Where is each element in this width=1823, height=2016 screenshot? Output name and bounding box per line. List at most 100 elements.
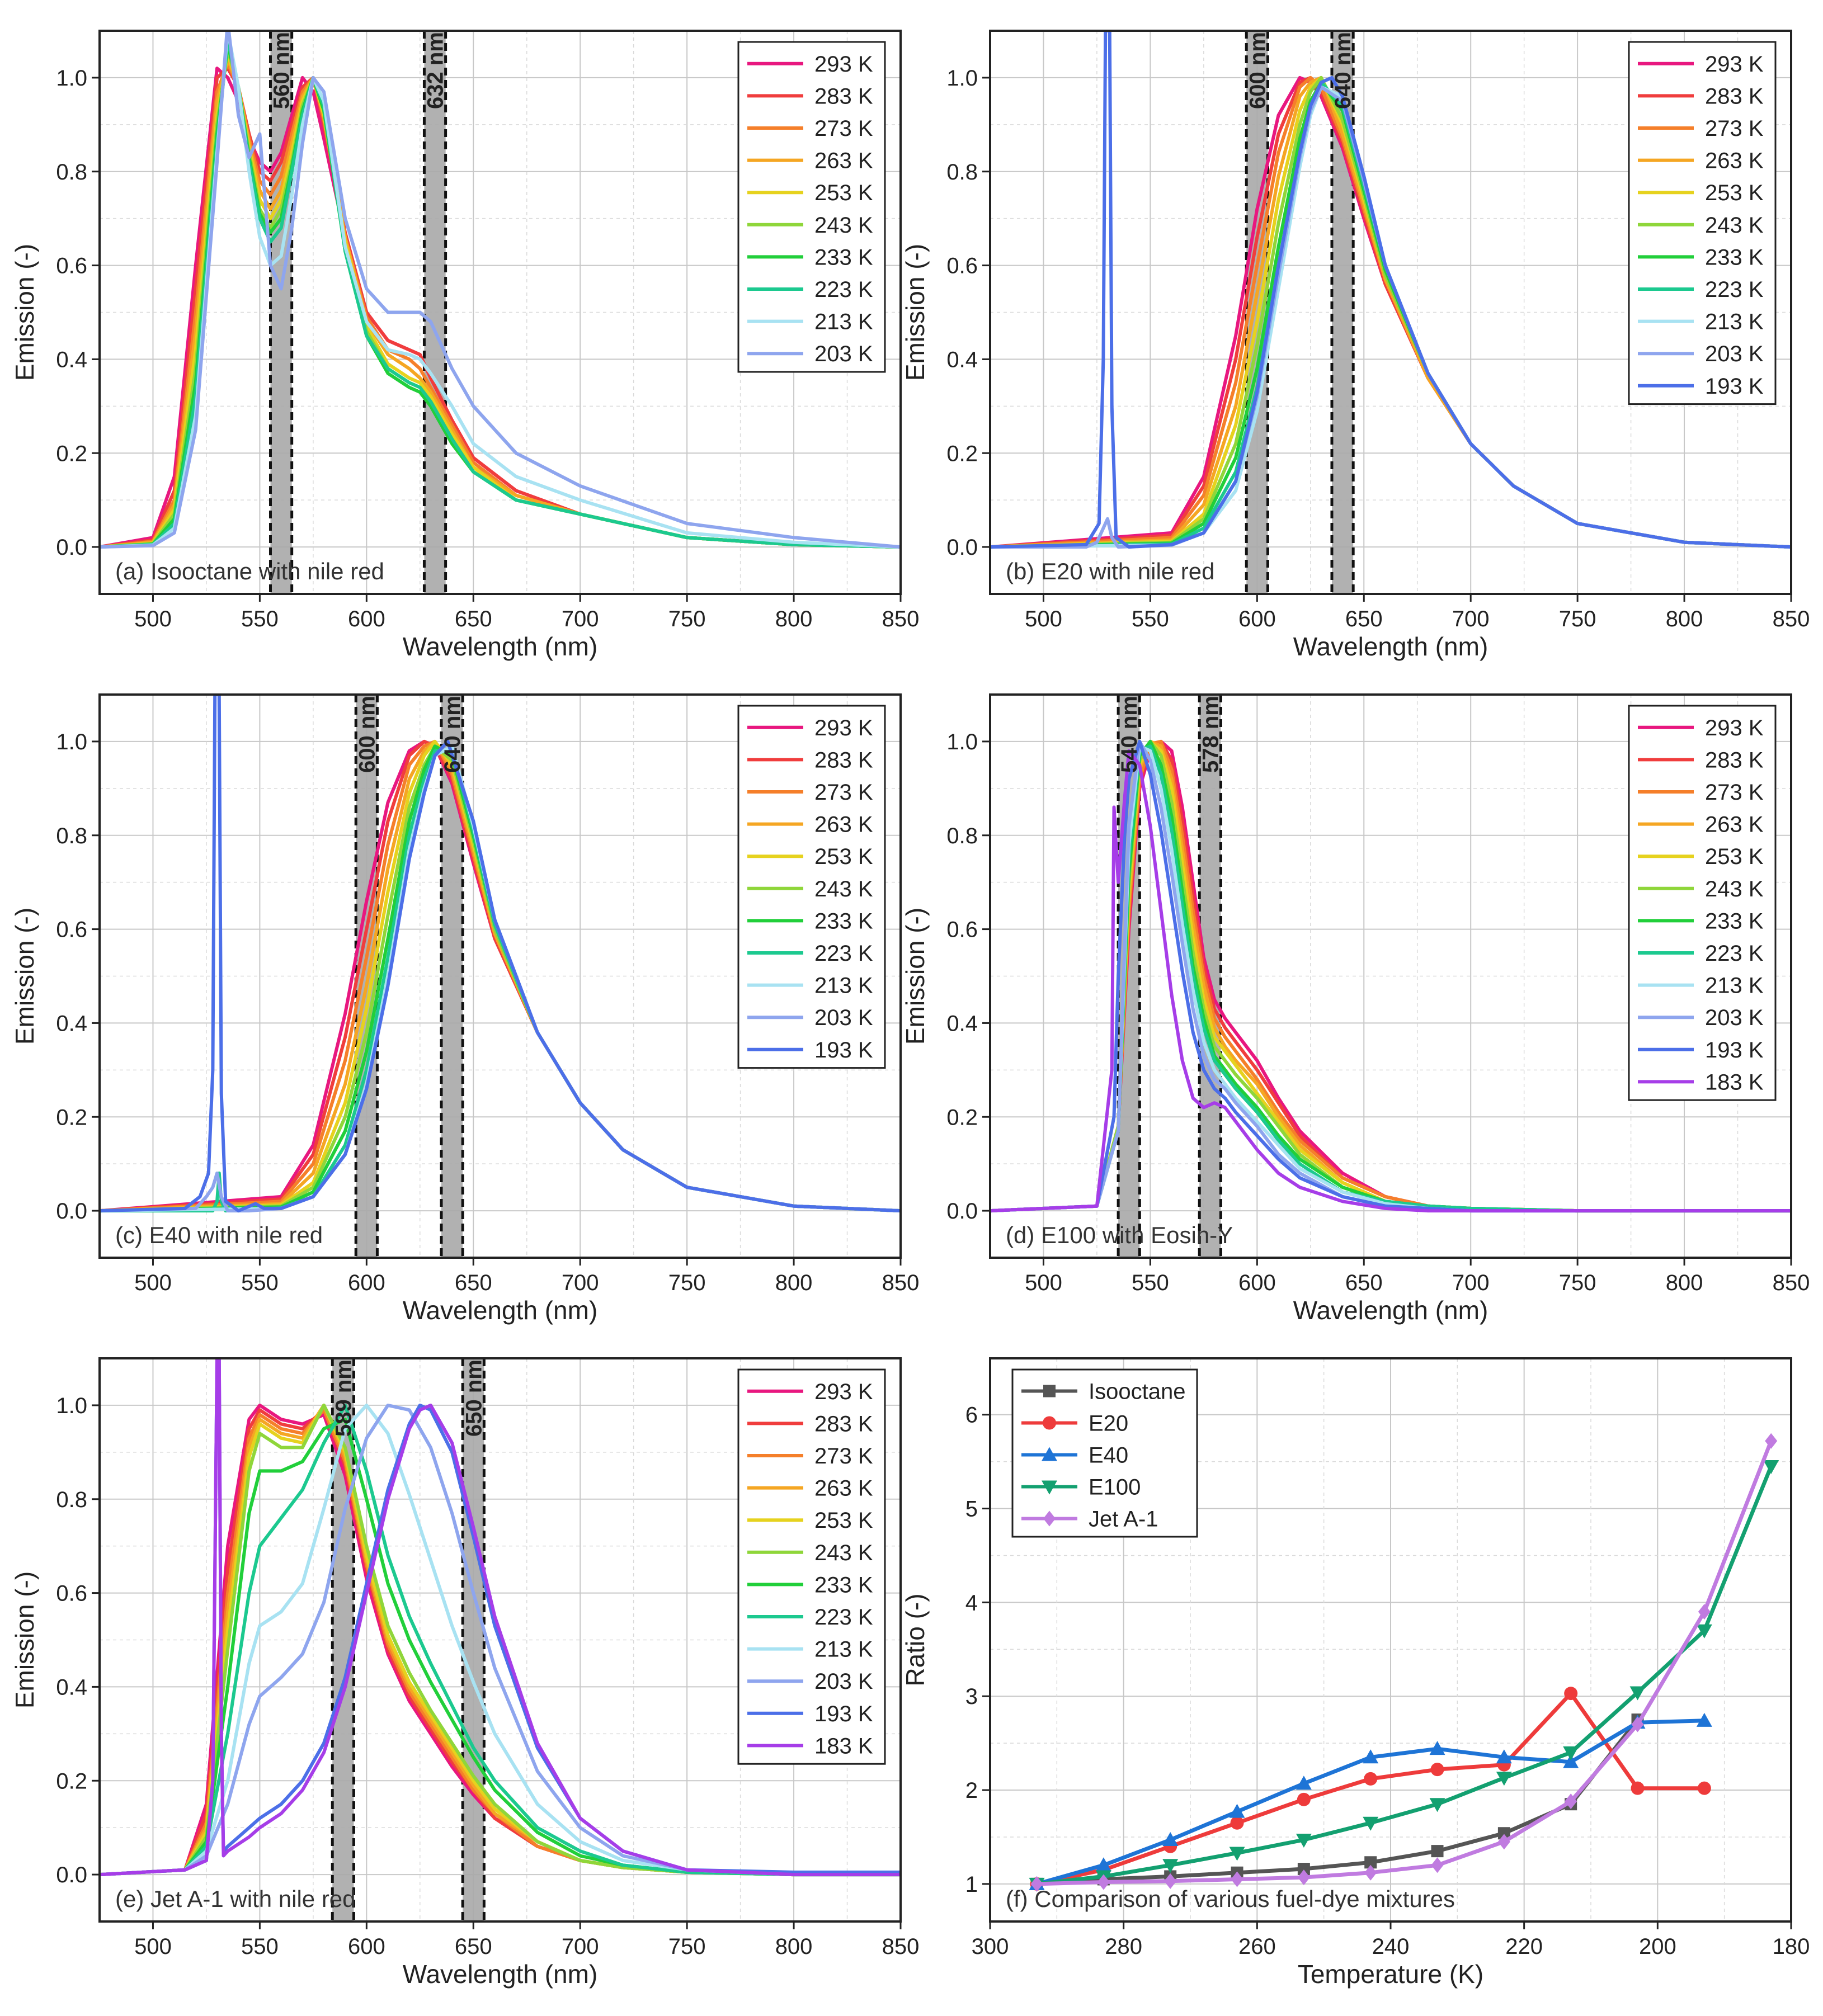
panel-label: (e) Jet A-1 with nile red	[115, 1886, 356, 1912]
plot-frame	[98, 30, 902, 595]
legend-label: 243 K	[1705, 877, 1764, 901]
y-axis-label: Emission (-)	[901, 244, 930, 381]
data-point	[1429, 1741, 1445, 1755]
x-tick-label: 850	[882, 1934, 920, 1959]
panel-b: 600 nm 640 nm 500 550 600 650 700 750 800 850 0.0 0…	[901, 30, 1810, 661]
x-axis-label: Wavelength (nm)	[1293, 1296, 1488, 1325]
legend-label: 253 K	[1705, 844, 1764, 869]
x-tick-label: 300	[972, 1934, 1009, 1959]
legend-label: 213 K	[814, 1637, 873, 1662]
legend-label: 233 K	[1705, 909, 1764, 933]
data-point	[1696, 1712, 1712, 1727]
series-group	[1029, 1433, 1779, 1892]
y-tick-label: 1.0	[56, 730, 87, 754]
y-tick-label: 0.8	[946, 160, 978, 185]
series-line-223-k	[100, 1403, 901, 1877]
x-tick-label: 800	[1666, 1271, 1703, 1295]
x-tick-label: 200	[1639, 1934, 1676, 1959]
x-tick-label: 750	[1559, 607, 1596, 631]
y-axis-label: Ratio (-)	[901, 1593, 930, 1686]
legend-label: 233 K	[1705, 245, 1764, 270]
y-tick-label: 0.6	[946, 254, 978, 278]
y-tick-label: 1	[965, 1872, 978, 1897]
legend-label: 293 K	[1705, 716, 1764, 740]
x-tick-label: 700	[562, 607, 599, 631]
x-axis-label: Wavelength (nm)	[403, 632, 598, 661]
data-point	[1696, 1624, 1712, 1639]
x-tick-label: 550	[1132, 607, 1169, 631]
x-tick-label: 500	[134, 607, 172, 631]
legend-label: 223 K	[814, 941, 873, 966]
legend-label: 233 K	[814, 1573, 873, 1597]
data-point	[1363, 1749, 1379, 1764]
legend: 293 K 283 K 273 K 263 K 253 K 243 K 233 K 223 K…	[1628, 41, 1777, 405]
legend: 293 K 283 K 273 K 263 K 253 K 243 K 233 K 223 K…	[737, 1368, 886, 1765]
x-tick-label: 600	[348, 1271, 385, 1295]
series-line-jet-a-1	[1037, 1440, 1773, 1886]
legend: Isooctane E20 E40 E100 Jet A-1	[1011, 1368, 1198, 1538]
legend-label: 253 K	[814, 844, 873, 869]
legend-label: 283 K	[814, 748, 873, 772]
series-line-213-k	[100, 1403, 901, 1877]
x-axis-label: Wavelength (nm)	[403, 1960, 598, 1989]
series-line-isooctane	[1037, 1718, 1640, 1886]
y-tick-label: 0.6	[946, 918, 978, 942]
data-point	[1765, 1433, 1778, 1449]
legend-label: 193 K	[1705, 1038, 1764, 1063]
legend-label: 223 K	[1705, 277, 1764, 302]
y-tick-label: 1.0	[946, 730, 978, 754]
plot-frame	[98, 1357, 902, 1923]
data-point	[1496, 1749, 1512, 1764]
data-point	[1496, 1772, 1512, 1786]
x-axis-label: Wavelength (nm)	[403, 1296, 598, 1325]
y-tick-label: 0.4	[56, 347, 87, 372]
band-label: 589 nm	[331, 1359, 356, 1437]
x-tick-label: 600	[1238, 607, 1276, 631]
x-tick-label: 650	[455, 1271, 492, 1295]
legend-label: 273 K	[814, 780, 873, 805]
legend-label: 283 K	[1705, 748, 1764, 772]
data-point	[1629, 1686, 1646, 1701]
x-tick-label: 850	[1773, 1271, 1810, 1295]
legend-label: 213 K	[814, 974, 873, 998]
legend-label: 233 K	[814, 909, 873, 933]
y-tick-label: 0.0	[946, 535, 978, 560]
legend-label: 243 K	[814, 1541, 873, 1565]
legend-label: 223 K	[1705, 941, 1764, 966]
x-tick-label: 550	[1132, 1271, 1169, 1295]
legend-label: 283 K	[814, 84, 873, 108]
legend-label: 253 K	[1705, 181, 1764, 205]
legend-label: 183 K	[814, 1734, 873, 1758]
x-tick-label: 500	[134, 1271, 172, 1295]
filter-band	[270, 31, 292, 594]
data-point	[1297, 1863, 1310, 1876]
series-line-233-k	[100, 1418, 901, 1877]
x-tick-label: 600	[348, 607, 385, 631]
legend: 293 K 283 K 273 K 263 K 253 K 243 K 233 K 223 K…	[1628, 705, 1777, 1101]
legend-label: 243 K	[814, 877, 873, 901]
x-tick-label: 500	[134, 1934, 172, 1959]
plot-frame	[98, 693, 902, 1259]
data-point	[1030, 1876, 1043, 1892]
legend-label: E100	[1089, 1475, 1141, 1500]
legend-label: 273 K	[814, 1444, 873, 1469]
panel-label: (b) E20 with nile red	[1006, 558, 1215, 584]
legend-label: 283 K	[814, 1411, 873, 1436]
y-tick-label: 0.2	[946, 441, 978, 466]
x-tick-label: 750	[668, 607, 706, 631]
legend-label: 273 K	[1705, 116, 1764, 141]
data-point	[1497, 1834, 1510, 1850]
panel-c: 600 nm 640 nm 500 550 600 650 700 750 800 850 0.0 0…	[10, 693, 919, 1325]
legend-label: 263 K	[814, 813, 873, 837]
legend-label: 263 K	[814, 1476, 873, 1501]
legend-label: 273 K	[1705, 780, 1764, 805]
x-tick-label: 550	[241, 1934, 279, 1959]
y-tick-label: 0.4	[56, 1675, 87, 1699]
band-label: 560 nm	[270, 32, 294, 109]
x-tick-label: 600	[348, 1934, 385, 1959]
y-tick-label: 0.8	[56, 160, 87, 185]
panel-f: 300 280 260 240 220 200 180 1 2 3 4 5 6 Temperature (…	[901, 1357, 1810, 1989]
data-point	[1431, 1845, 1444, 1858]
x-tick-label: 850	[1773, 607, 1810, 631]
